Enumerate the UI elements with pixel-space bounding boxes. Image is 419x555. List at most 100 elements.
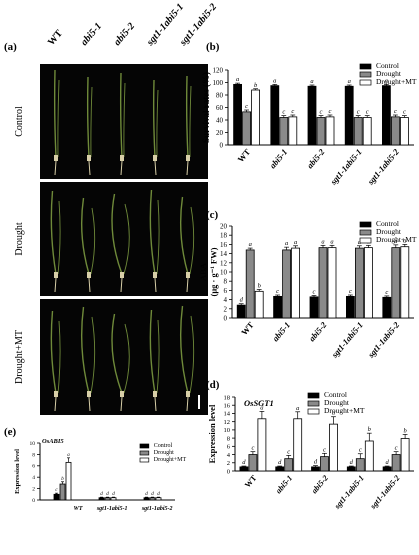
chart-title: OsABI5 xyxy=(42,438,64,445)
y-tick-label: 120 xyxy=(213,66,224,74)
seed xyxy=(153,272,157,278)
y-tick-label: 18 xyxy=(224,394,231,401)
significance-letter: a xyxy=(321,238,324,245)
seedling-shoot xyxy=(111,313,123,394)
seed xyxy=(153,391,157,397)
y-tick-label: 0 xyxy=(32,498,35,504)
legend-label: Drought+MT xyxy=(376,235,417,244)
significance-letter: c xyxy=(395,445,398,452)
significance-letter: c xyxy=(245,103,248,110)
bar xyxy=(282,249,292,319)
seedling-leaf xyxy=(156,199,160,275)
significance-letter: c xyxy=(251,445,254,452)
bar xyxy=(288,116,298,146)
seed xyxy=(87,155,91,161)
significance-letter: c xyxy=(349,288,352,295)
seed xyxy=(186,155,190,161)
y-tick-label: 10 xyxy=(224,427,231,434)
legend-label: Control xyxy=(324,390,347,399)
seedling-leaf xyxy=(156,319,160,394)
significance-letter: a xyxy=(294,239,297,246)
y-tick-label: 14 xyxy=(224,411,231,418)
bar xyxy=(291,247,301,319)
bar xyxy=(400,246,410,319)
seedling-leaf xyxy=(189,85,192,158)
seedling-shoot xyxy=(149,309,156,394)
bar xyxy=(329,423,338,472)
bar xyxy=(353,117,363,146)
seedling-shoot xyxy=(179,305,189,394)
seedling-leaf xyxy=(189,315,195,394)
legend-swatch xyxy=(307,400,320,407)
legend-swatch xyxy=(307,392,320,399)
seedling-shoot xyxy=(185,75,189,158)
legend-swatch xyxy=(359,237,372,244)
legend-label: Drought xyxy=(324,398,350,407)
y-tick-label: 18 xyxy=(220,232,228,240)
x-tick-label: sgt1-1abi5-1 xyxy=(332,474,366,512)
seedling-root xyxy=(154,160,157,176)
bar xyxy=(391,454,401,472)
legend-swatch xyxy=(139,457,150,463)
significance-letter: d xyxy=(112,492,115,497)
seedling-shoot xyxy=(86,76,90,158)
legend-label: Drought+MT xyxy=(154,457,187,463)
significance-letter: c xyxy=(282,109,285,116)
y-tick-label: 2 xyxy=(224,305,228,313)
panel-a-row-label: Control xyxy=(14,106,25,137)
y-tick-label: 16 xyxy=(220,241,228,249)
y-tick-label: 40 xyxy=(216,116,224,124)
bar xyxy=(320,456,329,472)
photo-panel xyxy=(40,299,208,415)
significance-letter: c xyxy=(359,447,362,454)
y-tick-label: 6 xyxy=(32,464,35,470)
seedling-shoot xyxy=(111,193,123,275)
y-tick-label: 14 xyxy=(220,250,228,258)
significance-letter: a xyxy=(403,237,406,244)
y-tick-label: 4 xyxy=(32,475,35,481)
bar xyxy=(325,116,335,146)
panel-letter: (c) xyxy=(206,209,219,221)
x-tick-label: abi5-2 xyxy=(310,474,330,496)
legend-swatch xyxy=(359,79,372,86)
significance-letter: c xyxy=(55,488,58,493)
significance-letter: d xyxy=(145,492,148,497)
seedling-leaf xyxy=(156,89,159,158)
significance-letter: a xyxy=(330,238,333,245)
significance-letter: c xyxy=(366,109,369,116)
x-tick-label: sgt1-1abi5-2 xyxy=(368,474,402,512)
seedling-root xyxy=(54,277,57,293)
significance-letter: d xyxy=(278,459,282,466)
seedling-leaf xyxy=(57,79,60,158)
y-tick-label: 2 xyxy=(227,460,230,467)
y-tick-label: 80 xyxy=(216,91,224,99)
bar xyxy=(363,247,373,319)
bar xyxy=(270,85,280,146)
seedling-shoot xyxy=(53,69,57,158)
significance-letter: b xyxy=(258,282,262,289)
x-tick-label: abi5-1 xyxy=(267,147,289,170)
seedling-root xyxy=(120,396,123,412)
significance-letter: c xyxy=(313,288,316,295)
bar xyxy=(381,85,391,146)
seed xyxy=(120,272,124,278)
x-tick-label: abi5-2 xyxy=(307,319,329,343)
panel-letter: (e) xyxy=(4,426,17,438)
y-tick-label: 4 xyxy=(227,452,231,459)
y-axis-label: ABA xyxy=(198,262,208,281)
seedling-shoot xyxy=(149,189,156,275)
bar xyxy=(254,290,264,319)
bar xyxy=(98,497,105,501)
bar xyxy=(104,497,111,501)
bar xyxy=(155,497,162,501)
y-tick-label: 12 xyxy=(224,419,231,426)
y-tick-label: 8 xyxy=(32,452,35,458)
y-axis-label: Expression level xyxy=(14,449,21,494)
significance-letter: b xyxy=(368,426,372,433)
bar xyxy=(382,296,392,319)
panel-letter: (d) xyxy=(206,379,220,391)
bar xyxy=(59,483,66,501)
legend-swatch xyxy=(139,450,150,456)
